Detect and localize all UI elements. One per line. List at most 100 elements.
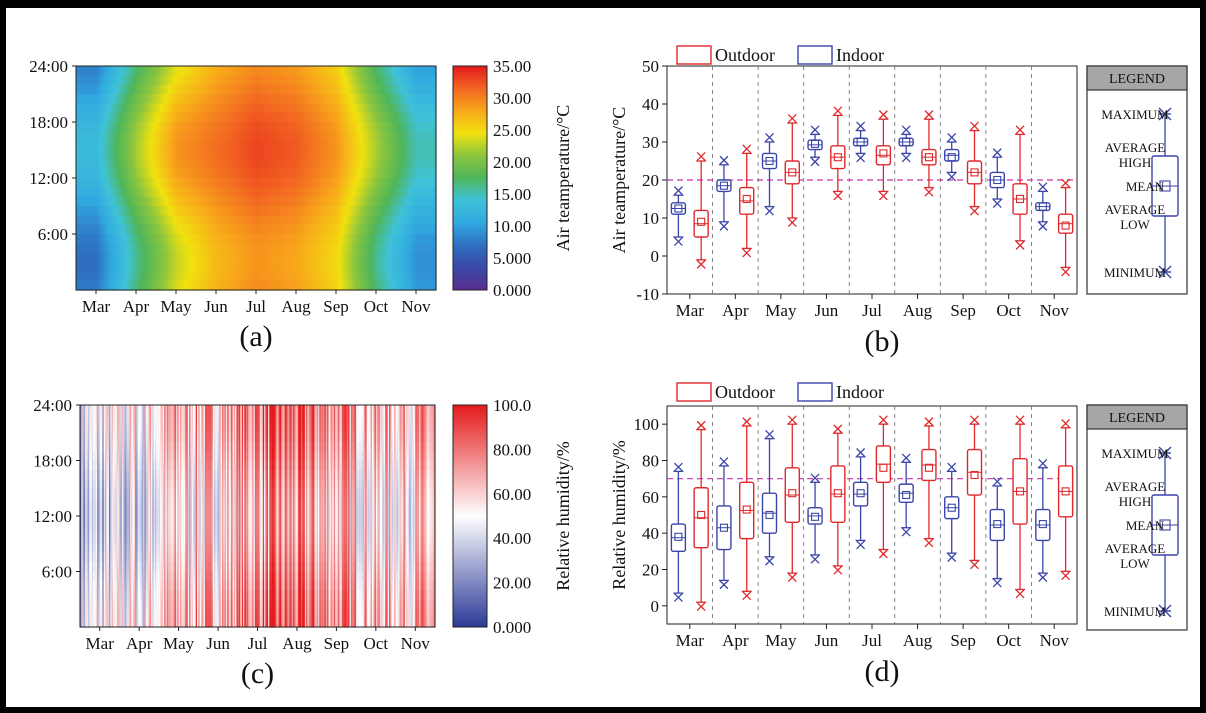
heatmap-cell — [152, 271, 154, 282]
heatmap-cell — [165, 215, 168, 226]
heatmap-cell — [181, 215, 184, 226]
heatmap-cell — [140, 215, 142, 226]
heatmap-cell — [98, 112, 101, 123]
heatmap-cell — [165, 262, 168, 272]
heatmap-cell — [189, 66, 192, 76]
heatmap-cell — [85, 252, 88, 263]
heatmap-cell — [81, 75, 84, 86]
heatmap-cell — [128, 178, 130, 188]
heatmap-cell — [98, 234, 101, 244]
heatmap-cell — [153, 224, 156, 235]
heatmap-cell — [84, 234, 86, 244]
heatmap-cell — [158, 271, 161, 282]
heatmap-cell — [97, 187, 100, 198]
heatmap-cell — [134, 84, 137, 95]
heatmap-cell — [134, 122, 137, 132]
heatmap-cell — [169, 280, 172, 291]
heatmap-cell — [76, 159, 78, 170]
heatmap-cell — [122, 122, 125, 132]
heatmap-cell — [133, 280, 136, 291]
heatmap-cell — [146, 159, 149, 170]
heatmap-cell — [156, 178, 158, 188]
heatmap-cell — [197, 187, 200, 198]
heatmap-cell — [116, 224, 118, 235]
heatmap-cell — [130, 215, 133, 226]
heatmap-cell — [172, 196, 174, 207]
heatmap-cell — [132, 66, 134, 76]
heatmap-cell — [100, 234, 102, 244]
heatmap-cell — [176, 224, 178, 235]
heatmap-cell — [166, 215, 169, 226]
heatmap-cell — [122, 168, 125, 179]
heatmap-cell — [101, 224, 104, 235]
heatmap-cell — [145, 122, 148, 132]
heatmap-cell — [113, 215, 116, 226]
heatmap-cell — [104, 280, 106, 291]
heatmap-cell — [89, 206, 92, 216]
heatmap-cell — [109, 140, 112, 151]
heatmap-cell — [164, 196, 166, 207]
heatmap-cell — [125, 215, 128, 226]
heatmap-cell — [148, 140, 150, 151]
heatmap-cell — [176, 215, 178, 226]
heatmap-cell — [138, 280, 141, 291]
heatmap-cell — [193, 103, 196, 114]
heatmap-cell — [90, 178, 93, 188]
heatmap-cell — [152, 168, 154, 179]
heatmap-cell — [133, 271, 136, 282]
heatmap-cell — [177, 215, 180, 226]
heatmap-cell — [204, 215, 206, 226]
heatmap-cell — [165, 75, 168, 86]
heatmap-cell — [128, 252, 130, 263]
heatmap-cell — [105, 66, 108, 76]
heatmap-cell — [193, 234, 196, 244]
heatmap-cell — [149, 84, 152, 95]
heatmap-cell — [182, 131, 185, 142]
heatmap-cell — [197, 252, 200, 263]
heatmap-cell — [154, 150, 157, 160]
heatmap-cell — [97, 103, 100, 114]
heatmap-cell — [190, 150, 193, 160]
heatmap-cell — [189, 243, 192, 254]
heatmap-cell — [168, 94, 170, 104]
heatmap-cell — [201, 94, 204, 104]
heatmap-cell — [169, 131, 172, 142]
heatmap-cell — [173, 243, 176, 254]
heatmap-cell — [138, 66, 141, 76]
heatmap-cell — [189, 168, 192, 179]
heatmap-cell — [150, 84, 153, 95]
heatmap-cell — [173, 112, 176, 123]
heatmap-cell — [197, 150, 200, 160]
heatmap-cell — [125, 84, 128, 95]
heatmap-cell — [116, 280, 118, 291]
heatmap-cell — [185, 280, 188, 291]
heatmap-cell — [126, 178, 129, 188]
heatmap-cell — [168, 75, 170, 86]
heatmap-cell — [77, 168, 80, 179]
heatmap-cell — [169, 178, 172, 188]
heatmap-cell — [169, 103, 172, 114]
heatmap-cell — [104, 84, 106, 95]
heatmap-cell — [148, 66, 150, 76]
heatmap-cell — [90, 215, 93, 226]
heatmap-cell — [154, 66, 157, 76]
heatmap-cell — [197, 178, 200, 188]
heatmap-cell — [88, 262, 90, 272]
heatmap-cell — [149, 215, 152, 226]
heatmap-cell — [190, 140, 193, 151]
heatmap-cell — [136, 252, 138, 263]
heatmap-cell — [205, 271, 208, 282]
heatmap-cell — [148, 234, 150, 244]
heatmap-cell — [94, 112, 97, 123]
heatmap-cell — [137, 262, 140, 272]
heatmap-cell — [201, 206, 204, 216]
heatmap-cell — [125, 206, 128, 216]
heatmap-cell — [158, 122, 161, 132]
heatmap-cell — [122, 271, 125, 282]
heatmap-cell — [76, 252, 78, 263]
heatmap-cell — [193, 206, 196, 216]
heatmap-cell — [132, 271, 134, 282]
heatmap-cell — [125, 66, 128, 76]
heatmap-cell — [192, 178, 194, 188]
heatmap-cell — [168, 224, 170, 235]
